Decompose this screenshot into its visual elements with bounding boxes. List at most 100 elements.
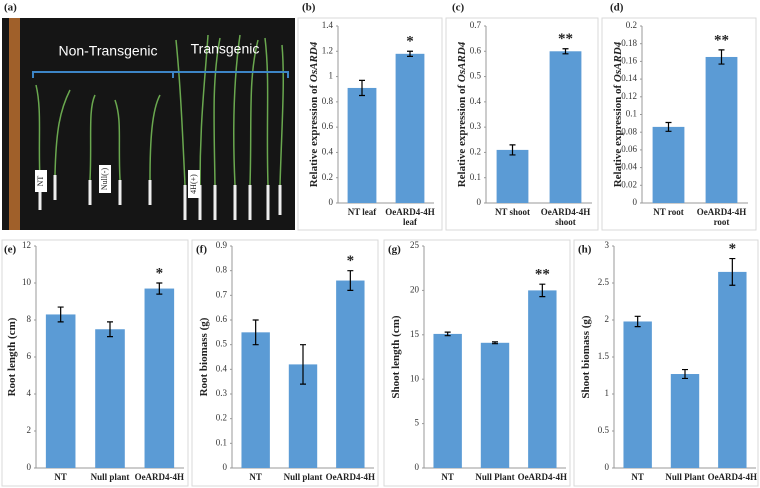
y-axis-label-text: Relative expression of: [456, 84, 468, 187]
x-tick-label: Null plant: [283, 472, 323, 482]
y-tick-label: 1.5: [598, 351, 610, 361]
y-tick-label: 0.1: [470, 172, 481, 182]
x-tick-label: Null plant: [90, 472, 130, 482]
x-tick-label: NT: [631, 472, 644, 482]
y-tick-label: 2: [605, 314, 610, 324]
error-bar: [57, 306, 64, 323]
y-tick-label: 0.5: [470, 71, 482, 81]
bar: [670, 374, 700, 468]
tag: NT: [36, 176, 45, 187]
y-tick-label: 0.7: [216, 289, 228, 299]
x-tick-label-box: OeARD4-4H: [708, 472, 758, 482]
x-tick-label: OeARD4-4H: [325, 472, 376, 482]
y-tick-label: 1.2: [322, 45, 333, 55]
y-tick-label: 0.18: [621, 38, 637, 48]
y-tick-label: 0.3: [470, 121, 482, 131]
panel-label: (g): [388, 244, 401, 256]
y-tick-label: 1: [605, 388, 610, 398]
y-tick-label: 0: [223, 462, 228, 472]
y-axis-label: Shoot biomass (g): [580, 315, 592, 398]
y-tick-label: 0: [477, 197, 482, 207]
bar: [144, 288, 175, 468]
significance-label: **: [558, 31, 573, 47]
y-tick-label: 0.08: [621, 126, 637, 136]
y-tick-label: 12: [22, 240, 31, 250]
x-tick-label-box: OeARD4-4H: [134, 472, 185, 482]
ruler: [9, 18, 20, 230]
x-tick-label-box: OeARD4-4H root: [697, 207, 747, 227]
y-axis-label: Root length (cm): [6, 317, 18, 396]
significance-label: *: [729, 241, 737, 257]
bracket: [32, 71, 289, 78]
y-tick-label: 0.3: [216, 388, 228, 398]
tag-bg: [35, 170, 47, 192]
y-axis-label-text: Relative expression of: [612, 84, 624, 187]
group-label: Transgenic: [191, 41, 260, 57]
x-tick-label-box: NT: [54, 472, 67, 482]
x-tick-label-box: OeARD4-4H shoot: [540, 207, 591, 227]
x-tick-label-box: NT shoot: [495, 207, 530, 217]
bar: [496, 149, 529, 203]
bar: [395, 53, 425, 203]
y-tick-label: 1: [329, 71, 334, 81]
x-tick-label: NT: [441, 472, 454, 482]
y-tick-label: 0.04: [621, 162, 637, 172]
y-axis-label-text: Root length (cm): [6, 317, 18, 396]
group-label: Non-Transgenic: [58, 43, 157, 59]
tags: NT Null(-) 4H(+): [35, 165, 200, 198]
y-tick-label: 10: [410, 373, 420, 383]
x-tick-label: NT: [54, 472, 67, 482]
y-tick-label: 0.2: [216, 413, 227, 423]
y-tick-label: 0.4: [470, 96, 482, 106]
error-bar: [682, 368, 688, 380]
y-tick-label: 0.1: [216, 437, 227, 447]
y-axis-label-text: Root biomass (g): [198, 317, 210, 396]
y-axis-label: Relative expression of OsARD4: [612, 41, 624, 187]
y-tick-label: 2: [27, 425, 32, 435]
x-tick-label-box: Null Plant: [665, 472, 705, 482]
y-tick-label: 8: [27, 314, 32, 324]
x-tick-label-box: Null Plant: [475, 472, 514, 482]
x-tick-label: Null Plant: [665, 472, 705, 482]
error-bar: [300, 344, 306, 385]
error-bar: [347, 270, 354, 291]
y-tick-label: 25: [410, 240, 420, 250]
x-tick-label: OeARD4-4H shoot: [540, 207, 591, 227]
y-tick-label: 0.6: [470, 45, 482, 55]
x-tick-label-box: NT leaf: [348, 207, 377, 217]
y-axis-label: Root biomass (g): [198, 317, 210, 396]
x-tick-label-box: OeARD4-4H: [517, 472, 568, 482]
significance-label: **: [714, 32, 729, 48]
y-tick-label: 0.8: [216, 265, 228, 275]
y-tick-label: 0.1: [626, 109, 637, 119]
x-tick-label: NT root: [653, 207, 684, 217]
y-tick-label: 4: [27, 388, 32, 398]
error-bar: [509, 144, 516, 156]
y-tick-label: 15: [410, 329, 420, 339]
x-tick-label-box: NT root: [653, 207, 684, 217]
panel-label: (d): [610, 2, 624, 14]
bar: [433, 333, 462, 468]
y-axis-label-gene: OsARD4: [456, 41, 468, 82]
panel-frame: [1, 239, 189, 487]
y-tick-label: 0.4: [322, 146, 334, 156]
y-tick-label: 0: [415, 462, 420, 472]
error-bar: [156, 282, 163, 295]
y-tick-label: 0.16: [621, 55, 637, 65]
y-tick-label: 0.02: [621, 179, 637, 189]
bar: [95, 329, 125, 468]
panel-label: (h): [578, 244, 592, 256]
significance-label: **: [535, 267, 550, 283]
x-tick-label-box: Null plant: [283, 472, 323, 482]
bar: [652, 126, 685, 203]
panel-label: (f): [196, 244, 207, 256]
y-tick-label: 0.5: [598, 425, 610, 435]
bar: [623, 321, 652, 468]
x-tick-label-box: NT: [249, 472, 262, 482]
y-tick-label: 0.6: [216, 314, 228, 324]
x-tick-label: OeARD4-4H: [134, 472, 185, 482]
y-tick-label: 0.7: [470, 20, 482, 30]
x-tick-label: OeARD4-4H: [517, 472, 568, 482]
panel-frame: [573, 239, 759, 487]
